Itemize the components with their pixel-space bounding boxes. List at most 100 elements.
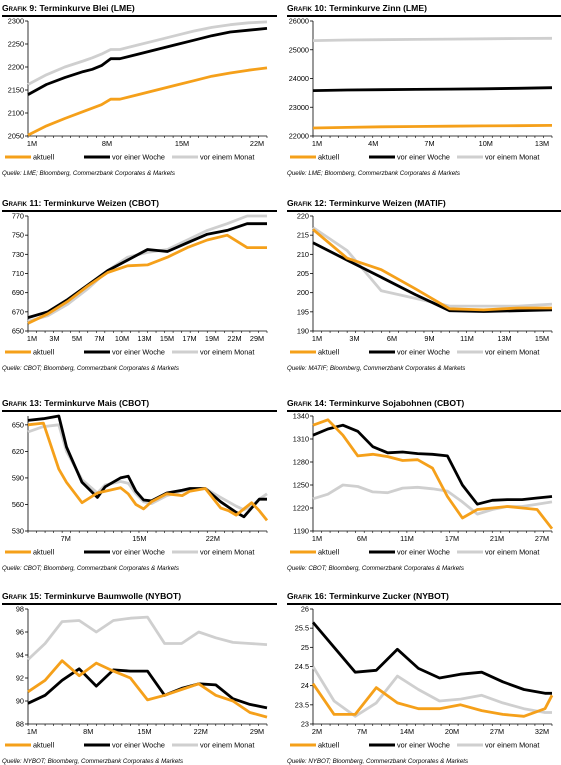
x-tick-label: 11M [460, 334, 474, 343]
chart-source: Quelle: CBOT; Bloomberg, Commerzbank Cor… [2, 564, 179, 572]
title-rule [2, 15, 277, 17]
legend-item-monat: vor einem Monat [457, 740, 539, 749]
x-tick-label: 22M [194, 727, 208, 736]
chart-title: Grafik 16: Terminkurve Zucker (NYBOT) [287, 590, 561, 602]
x-tick-label: 3M [349, 334, 359, 343]
series-line-woche [27, 26, 268, 96]
series-line-aktuell [27, 421, 269, 521]
legend-item-aktuell: aktuell [5, 740, 54, 749]
y-tick-label: 690 [12, 288, 24, 297]
x-tick-label: 13M [137, 334, 151, 343]
x-tick-label: 5M [72, 334, 82, 343]
x-tick-label: 6M [357, 534, 367, 543]
title-rule [2, 603, 277, 605]
chart-title: Grafik 11: Terminkurve Weizen (CBOT) [2, 197, 277, 209]
legend-item-aktuell: aktuell [5, 547, 54, 556]
y-tick-label: 210 [297, 249, 309, 258]
x-tick-label: 10M [115, 334, 129, 343]
legend-label: vor einer Woche [112, 547, 165, 556]
y-tick-label: 96 [16, 627, 24, 636]
legend-label: vor einem Monat [485, 547, 539, 556]
y-tick-label: 530 [12, 526, 24, 535]
legend-label: aktuell [33, 740, 54, 749]
chart-title-prefix: Grafik 11: [2, 198, 44, 208]
y-tick-label: 620 [12, 446, 24, 455]
legend-item-woche: vor einer Woche [84, 547, 165, 556]
series-line-monat [312, 225, 553, 307]
title-rule [287, 210, 561, 212]
series-line-aktuell [311, 682, 554, 718]
legend-label: aktuell [33, 152, 54, 161]
chart-source: Quelle: LME; Bloomberg, Commerzbank Corp… [287, 169, 460, 177]
chart-panel: Grafik 12: Terminkurve Weizen (MATIF) 190… [287, 197, 561, 372]
series-line-monat [27, 20, 268, 86]
chart-title-prefix: Grafik 16: [287, 591, 330, 601]
series-line-aktuell [27, 658, 268, 718]
title-rule [287, 603, 561, 605]
chart-panel: Grafik 13: Terminkurve Mais (CBOT) 530 560… [2, 397, 277, 572]
chart-title-prefix: Grafik 10: [287, 3, 330, 13]
y-tick-label: 94 [16, 650, 24, 659]
chart-source: Quelle: LME; Bloomberg, Commerzbank Corp… [2, 169, 175, 177]
y-tick-label: 710 [12, 269, 24, 278]
y-tick-label: 2150 [8, 85, 24, 94]
x-tick-label: 8M [102, 139, 112, 148]
legend-item-woche: vor einer Woche [84, 347, 165, 356]
legend-label: vor einer Woche [397, 740, 450, 749]
series-line-woche [27, 414, 267, 518]
legend-item-monat: vor einem Monat [172, 740, 254, 749]
series-line-monat [312, 36, 553, 42]
y-tick-label: 195 [297, 307, 309, 316]
x-tick-label: 15M [160, 334, 174, 343]
chart-panel: Grafik 16: Terminkurve Zucker (NYBOT) 23 2… [287, 590, 561, 765]
x-tick-label: 14M [400, 727, 414, 736]
y-tick-label: 24 [301, 681, 309, 690]
y-tick-label: 1190 [293, 526, 309, 535]
y-tick-label: 2300 [8, 17, 24, 26]
x-tick-label: 22M [206, 534, 220, 543]
chart-title-main: Terminkurve Baumwolle (NYBOT) [44, 591, 182, 601]
series-line-woche [312, 241, 553, 313]
chart-title: Grafik 10: Terminkurve Zinn (LME) [287, 2, 561, 14]
legend-label: vor einem Monat [200, 152, 254, 161]
chart-title: Grafik 15: Terminkurve Baumwolle (NYBOT) [2, 590, 277, 602]
legend-item-monat: vor einem Monat [457, 152, 539, 161]
x-tick-label: 4M [368, 139, 378, 148]
x-tick-label: 10M [479, 139, 493, 148]
chart-source: Quelle: NYBOT; Bloomberg, Commerzbank Co… [287, 757, 469, 765]
x-tick-label: 1M [312, 139, 322, 148]
y-tick-label: 205 [297, 269, 309, 278]
legend-item-monat: vor einem Monat [457, 347, 539, 356]
legend-label: vor einer Woche [397, 347, 450, 356]
y-tick-label: 23 [301, 719, 309, 728]
chart-panel: Grafik 9: Terminkurve Blei (LME) 2050 2100… [2, 2, 277, 177]
x-tick-label: 1M [27, 334, 37, 343]
y-tick-label: 1310 [293, 434, 309, 443]
legend-label: vor einer Woche [397, 547, 450, 556]
x-tick-label: 7M [357, 727, 367, 736]
title-rule [287, 15, 561, 17]
x-tick-label: 1M [27, 139, 37, 148]
legend-item-aktuell: aktuell [290, 740, 339, 749]
y-tick-label: 770 [12, 212, 24, 221]
y-tick-label: 2200 [8, 62, 24, 71]
line-chart: 88 90 92 94 96 98 1M 8M 15M 22M 29M aktuell vor eine… [5, 605, 268, 749]
y-tick-label: 220 [297, 212, 309, 221]
line-chart: 530 560 590 620 650 7M 15M 22M aktuell vor einer … [5, 414, 269, 556]
legend-label: aktuell [33, 547, 54, 556]
x-tick-label: 13M [535, 139, 549, 148]
chart-panel: Grafik 10: Terminkurve Zinn (LME) 22000 23… [287, 2, 561, 177]
y-tick-label: 25.5 [295, 623, 309, 632]
legend-label: vor einem Monat [200, 547, 254, 556]
x-tick-label: 7M [424, 139, 434, 148]
y-tick-label: 1220 [293, 503, 309, 512]
y-tick-label: 1250 [293, 480, 309, 489]
x-tick-label: 1M [312, 534, 322, 543]
legend-label: vor einem Monat [200, 740, 254, 749]
legend-label: aktuell [318, 547, 339, 556]
series-line-aktuell [27, 66, 268, 136]
legend-item-woche: vor einer Woche [369, 547, 450, 556]
series-line-woche [312, 85, 553, 92]
x-tick-label: 7M [61, 534, 71, 543]
x-tick-label: 22M [250, 139, 264, 148]
